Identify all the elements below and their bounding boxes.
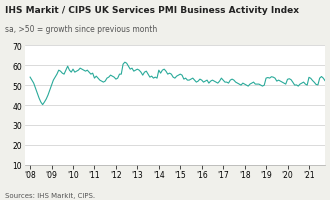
- Text: sa, >50 = growth since previous month: sa, >50 = growth since previous month: [5, 25, 157, 34]
- Text: Sources: IHS Markit, CIPS.: Sources: IHS Markit, CIPS.: [5, 192, 95, 198]
- Text: IHS Markit / CIPS UK Services PMI Business Activity Index: IHS Markit / CIPS UK Services PMI Busine…: [5, 6, 299, 15]
